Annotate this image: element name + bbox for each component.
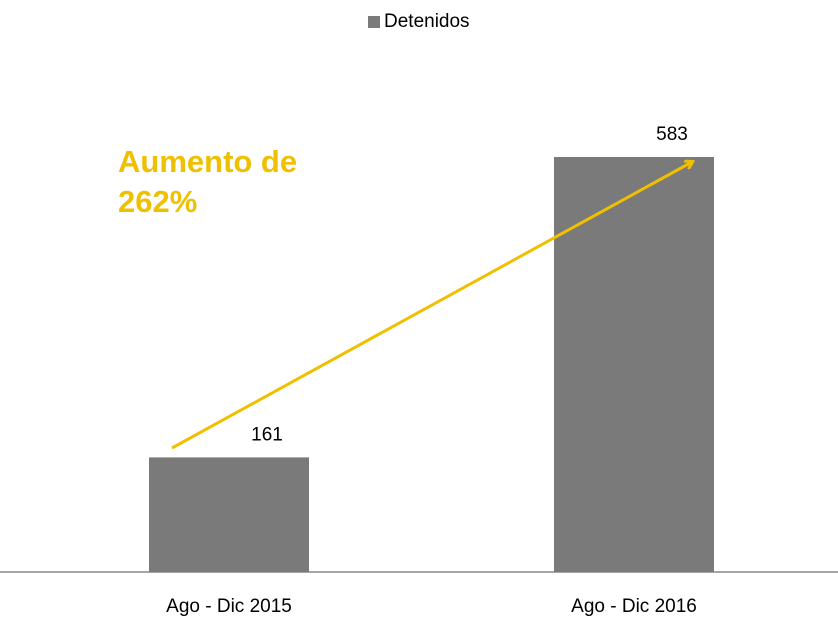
legend-label: Detenidos	[384, 11, 470, 32]
annotation: Aumento de	[118, 144, 297, 179]
bar	[149, 457, 309, 572]
x-tick-label: Ago - Dic 2015	[166, 596, 292, 617]
bar	[554, 157, 714, 572]
annotation: 262%	[118, 184, 197, 219]
arrow	[171, 162, 692, 450]
value-label: 161	[251, 424, 283, 445]
value-label: 583	[656, 124, 688, 145]
legend-swatch	[368, 16, 380, 28]
x-tick-label: Ago - Dic 2016	[571, 596, 697, 617]
